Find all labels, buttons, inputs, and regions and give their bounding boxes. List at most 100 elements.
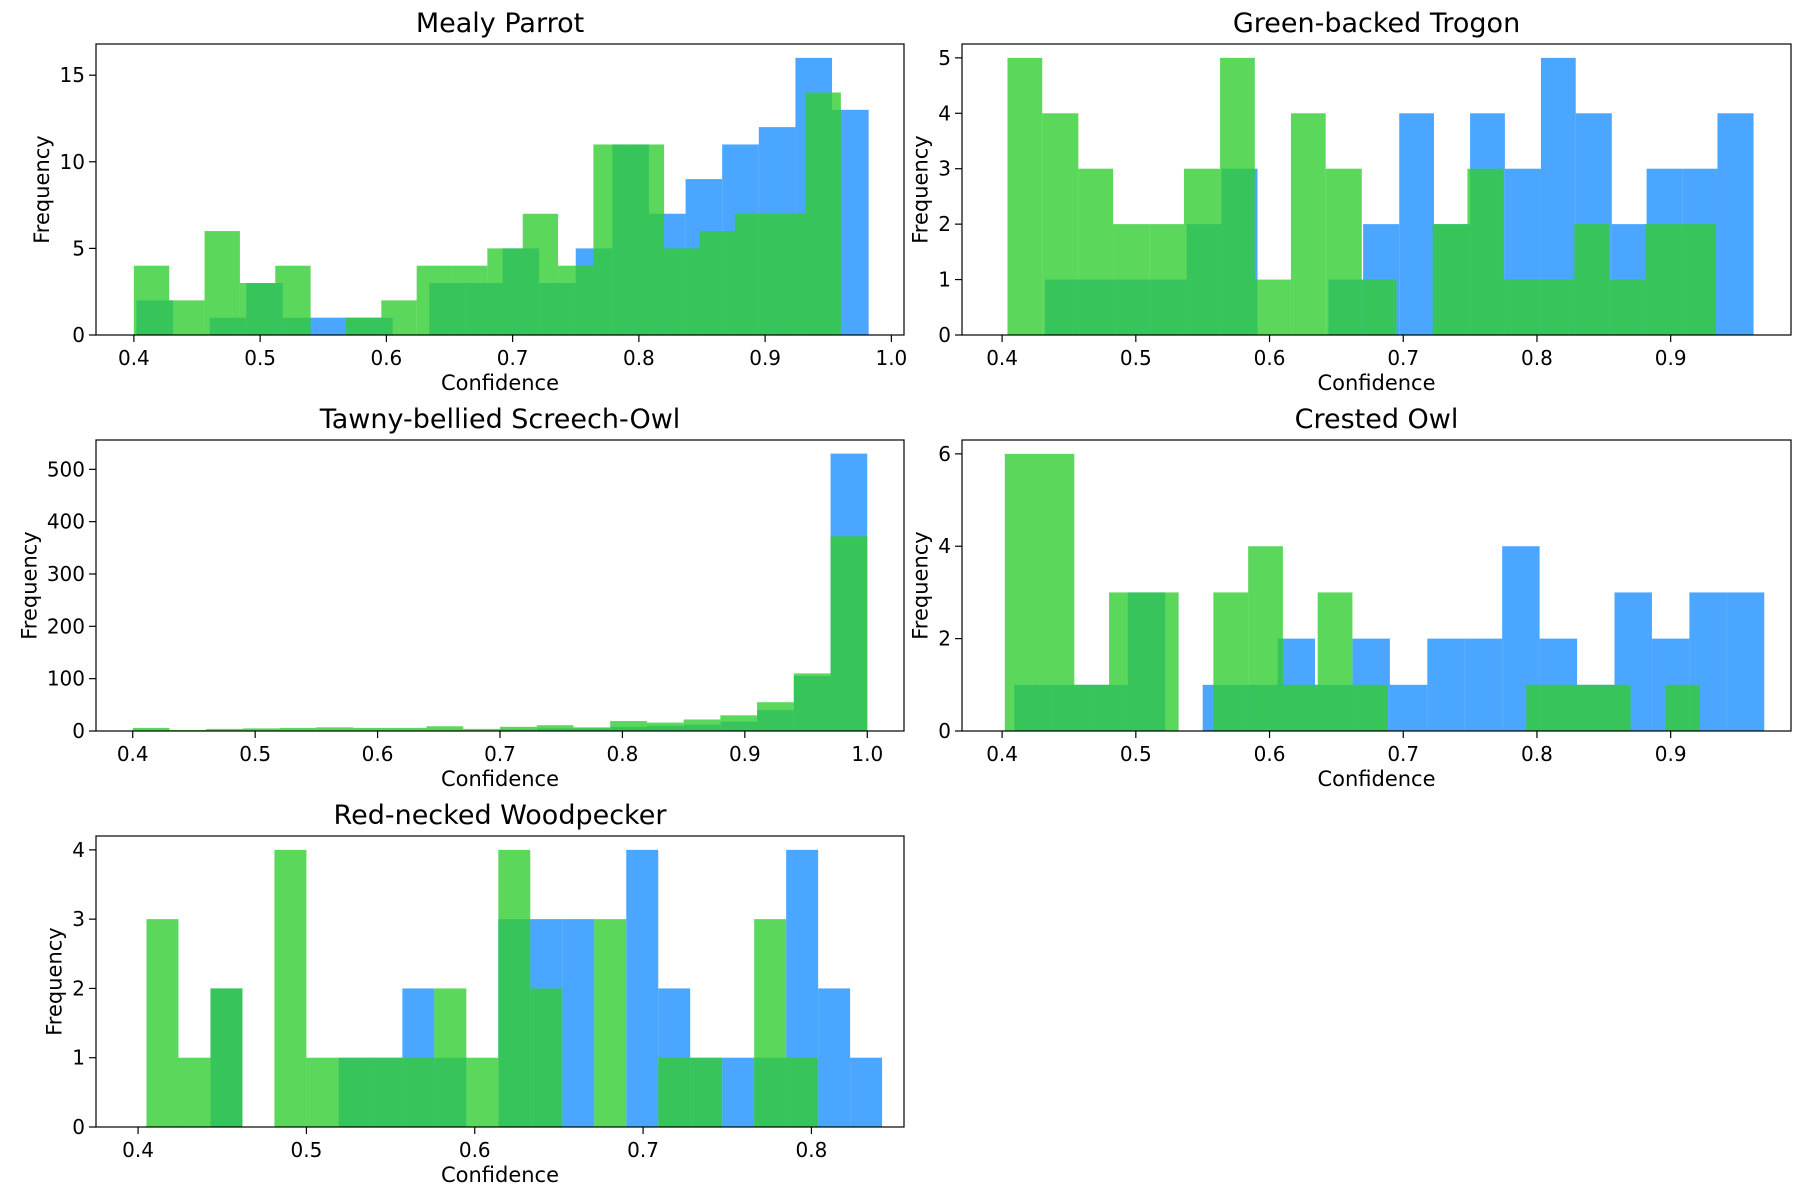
hist-bar-4-1-9 bbox=[434, 988, 467, 1127]
hist-bar-4-1-12 bbox=[530, 988, 563, 1127]
hist-bar-0-1-7 bbox=[381, 300, 417, 335]
hist-bar-1-1-16 bbox=[1574, 224, 1610, 335]
y-tick-label-3-1: 2 bbox=[938, 627, 951, 651]
hist-bar-1-1-7 bbox=[1254, 279, 1291, 335]
hist-bar-4-1-7 bbox=[370, 1057, 403, 1127]
hist-bar-2-1-14 bbox=[646, 722, 684, 731]
hist-bar-2-1-6 bbox=[353, 727, 390, 731]
histogram-panel-3: 0.4 0.5 0.6 0.7 0.8 0.9 0 2 4 6 Crested Owl Confide… bbox=[909, 404, 1792, 791]
hist-bar-4-0-19 bbox=[818, 988, 851, 1127]
y-tick-label-1-5: 5 bbox=[938, 46, 951, 70]
hist-bar-2-1-19 bbox=[830, 536, 868, 731]
x-tick-label-2-5: 0.9 bbox=[729, 742, 761, 766]
hist-bar-0-1-14 bbox=[628, 144, 665, 335]
y-tick-label-1-3: 3 bbox=[938, 157, 951, 181]
hist-bar-1-1-10 bbox=[1361, 279, 1397, 335]
hist-bar-1-1-0 bbox=[1007, 57, 1043, 335]
hist-bar-0-1-16 bbox=[699, 231, 735, 335]
hist-bar-2-1-15 bbox=[683, 719, 721, 731]
hist-bar-1-0-10 bbox=[1399, 113, 1434, 336]
panel-title-4: Red-necked Woodpecker bbox=[334, 800, 668, 831]
hist-bar-0-1-4 bbox=[275, 265, 311, 335]
hist-bar-3-1-7 bbox=[1248, 546, 1283, 731]
hist-bar-3-1-16 bbox=[1561, 684, 1596, 731]
hist-bar-1-1-12 bbox=[1432, 224, 1468, 335]
y-tick-label-3-0: 0 bbox=[938, 719, 951, 743]
x-tick-label-4-3: 0.7 bbox=[627, 1138, 659, 1162]
hist-bar-4-1-10 bbox=[466, 1057, 499, 1127]
panel-title-3: Crested Owl bbox=[1295, 404, 1459, 435]
hist-bar-1-1-2 bbox=[1078, 168, 1114, 335]
x-tick-label-0-2: 0.6 bbox=[370, 346, 402, 370]
y-tick-label-4-3: 3 bbox=[72, 907, 85, 931]
hist-bar-3-1-17 bbox=[1595, 684, 1631, 731]
axes-frame-2 bbox=[95, 439, 905, 732]
x-tick-label-0-6: 1.0 bbox=[875, 346, 907, 370]
x-tick-label-0-4: 0.8 bbox=[623, 346, 655, 370]
axes-frame-1 bbox=[961, 43, 1792, 336]
hist-bar-1-0-19 bbox=[1717, 113, 1754, 336]
y-tick-label-0-3: 15 bbox=[60, 63, 85, 87]
hist-bar-2-1-17 bbox=[757, 702, 794, 731]
hist-bar-3-0-12 bbox=[1464, 638, 1503, 731]
y-axis-label-1: Frequency bbox=[909, 135, 933, 244]
hist-bar-0-1-9 bbox=[452, 265, 488, 335]
y-tick-label-2-4: 400 bbox=[47, 510, 85, 534]
x-tick-label-3-2: 0.6 bbox=[1254, 742, 1286, 766]
hist-bar-4-1-5 bbox=[306, 1057, 339, 1127]
hist-bar-2-1-4 bbox=[279, 727, 317, 731]
y-axis-label-4: Frequency bbox=[43, 927, 67, 1036]
hist-bar-3-1-9 bbox=[1317, 592, 1353, 731]
hist-bar-2-1-13 bbox=[610, 721, 647, 731]
x-tick-label-1-2: 0.6 bbox=[1254, 346, 1286, 370]
y-tick-label-3-2: 4 bbox=[938, 534, 951, 558]
hist-bar-4-0-20 bbox=[850, 1057, 883, 1127]
y-tick-label-2-3: 300 bbox=[47, 562, 85, 586]
hist-bar-0-1-15 bbox=[664, 248, 700, 335]
hist-bar-3-0-19 bbox=[1726, 592, 1765, 731]
x-axis-label-3: Confidence bbox=[1317, 767, 1435, 791]
x-tick-label-0-0: 0.4 bbox=[118, 346, 150, 370]
x-tick-label-3-4: 0.8 bbox=[1521, 742, 1553, 766]
y-tick-label-1-0: 0 bbox=[938, 323, 951, 347]
hist-bar-0-1-3 bbox=[239, 283, 276, 335]
x-tick-label-1-3: 0.7 bbox=[1387, 346, 1419, 370]
hist-bar-0-1-19 bbox=[805, 92, 841, 335]
hist-bar-0-1-11 bbox=[522, 213, 559, 335]
x-tick-label-2-4: 0.8 bbox=[607, 742, 639, 766]
axes-frame-0 bbox=[95, 43, 905, 336]
hist-bar-2-1-11 bbox=[536, 725, 574, 731]
hist-bar-2-1-5 bbox=[316, 727, 354, 731]
y-tick-label-1-2: 2 bbox=[938, 212, 951, 236]
x-tick-label-4-4: 0.8 bbox=[796, 1138, 828, 1162]
panel-title-2: Tawny-bellied Screech-Owl bbox=[319, 404, 681, 435]
axes-frame-3 bbox=[961, 439, 1792, 732]
hist-bar-4-1-20 bbox=[786, 1057, 819, 1127]
y-tick-label-0-0: 0 bbox=[72, 323, 85, 347]
hist-bar-2-1-9 bbox=[463, 728, 500, 731]
hist-bar-0-1-17 bbox=[734, 213, 771, 335]
hist-bar-1-1-15 bbox=[1538, 279, 1575, 335]
hist-bar-4-1-8 bbox=[402, 1057, 435, 1127]
axes-frame-4 bbox=[95, 835, 905, 1128]
hist-bar-1-1-18 bbox=[1645, 224, 1681, 335]
x-tick-label-4-2: 0.6 bbox=[459, 1138, 491, 1162]
hist-bar-2-1-12 bbox=[573, 727, 611, 731]
hist-bar-3-0-11 bbox=[1427, 638, 1465, 731]
hist-bar-1-1-5 bbox=[1183, 168, 1221, 335]
hist-bar-4-1-0 bbox=[146, 919, 179, 1127]
hist-bar-1-1-8 bbox=[1290, 113, 1326, 336]
x-tick-label-1-5: 0.9 bbox=[1655, 346, 1687, 370]
hist-bar-3-1-3 bbox=[1109, 592, 1144, 731]
hist-bar-4-0-11 bbox=[562, 919, 595, 1127]
hist-bar-3-1-1 bbox=[1039, 453, 1075, 731]
hist-bar-3-1-0 bbox=[1004, 453, 1040, 731]
hist-bar-4-1-17 bbox=[690, 1057, 723, 1127]
hist-bar-1-1-1 bbox=[1042, 113, 1079, 336]
hist-bar-0-1-0 bbox=[133, 265, 170, 335]
hist-bar-2-1-7 bbox=[389, 727, 427, 731]
hist-bar-1-1-13 bbox=[1467, 168, 1504, 335]
histogram-panel-2: 0.4 0.5 0.6 0.7 0.8 0.9 1.0 0 100 200 300 400 500 Taw… bbox=[18, 404, 905, 791]
hist-bar-4-0-13 bbox=[626, 849, 659, 1127]
